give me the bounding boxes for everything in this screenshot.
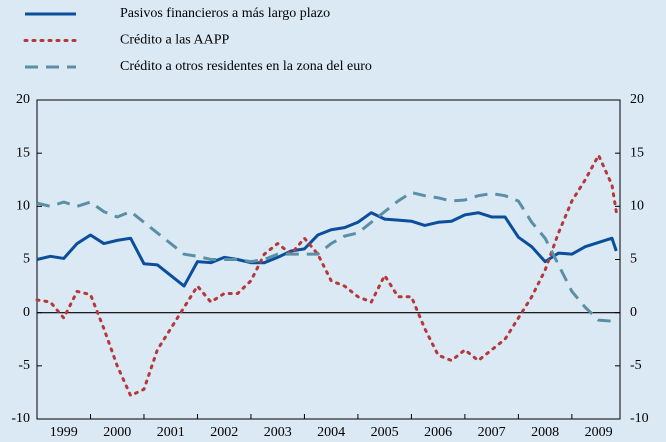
x-tick-label: 2005 xyxy=(371,425,399,440)
x-tick-label: 2000 xyxy=(103,425,131,440)
legend-label: Pasivos financieros a más largo plazo xyxy=(120,6,330,21)
series-line xyxy=(35,153,618,398)
legend-label: Crédito a otros residentes en la zona de… xyxy=(120,59,372,74)
y2-tick-label: -5 xyxy=(630,358,642,373)
y2-tick-label: 20 xyxy=(630,92,644,107)
x-tick-label: 2003 xyxy=(264,425,292,440)
x-tick-label: 2004 xyxy=(317,425,345,440)
y-tick-label: 20 xyxy=(16,92,30,107)
y2-tick-label: -10 xyxy=(630,411,649,426)
y2-tick-label: 5 xyxy=(630,252,637,267)
y2-tick-label: 0 xyxy=(630,305,637,320)
legend-label: Crédito a las AAPP xyxy=(120,33,229,48)
x-tick-label: 2002 xyxy=(210,425,238,440)
y2-tick-label: 10 xyxy=(630,199,644,214)
y-tick-label: 15 xyxy=(16,145,30,160)
y-tick-label: 0 xyxy=(23,305,30,320)
x-tick-label: 1999 xyxy=(50,425,78,440)
y-tick-label: -10 xyxy=(11,411,30,426)
series-line xyxy=(36,211,618,288)
x-tick-label: 2009 xyxy=(585,425,613,440)
x-tick-label: 2007 xyxy=(478,425,506,440)
series-line xyxy=(36,191,618,323)
x-tick-label: 2006 xyxy=(424,425,452,440)
x-tick-label: 2001 xyxy=(157,425,185,440)
y-tick-label: -5 xyxy=(18,358,30,373)
y2-tick-label: 15 xyxy=(630,145,644,160)
y-tick-label: 5 xyxy=(23,252,30,267)
x-tick-label: 2008 xyxy=(531,425,559,440)
y-tick-label: 10 xyxy=(16,199,30,214)
